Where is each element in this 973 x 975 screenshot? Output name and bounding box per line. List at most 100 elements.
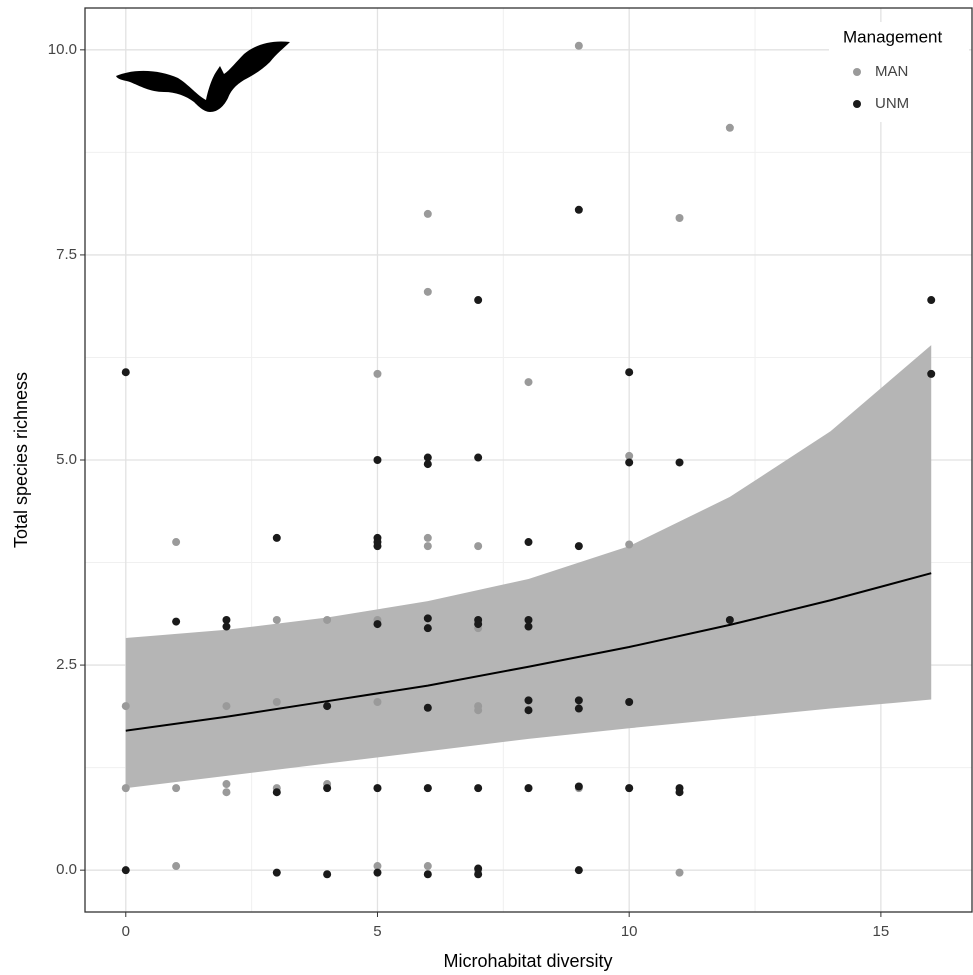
legend-label: UNM: [875, 95, 909, 112]
point: [222, 615, 231, 624]
point: [474, 784, 483, 793]
plot-border: [84, 7, 973, 913]
point: [172, 617, 181, 626]
point: [423, 542, 432, 551]
point: [574, 542, 583, 551]
point: [373, 456, 382, 464]
point: [373, 868, 382, 877]
point: [323, 784, 332, 793]
y-axis-title: Total species richness: [11, 372, 31, 548]
point: [423, 460, 432, 469]
point: [474, 864, 483, 873]
point: [222, 622, 231, 631]
point: [121, 702, 130, 711]
point: [373, 697, 382, 706]
legend-box: [829, 22, 969, 122]
point: [474, 296, 483, 305]
x-tick-label: 0: [122, 923, 130, 940]
legend-label: MAN: [875, 63, 908, 80]
legend-marker: [853, 68, 861, 76]
point: [625, 458, 634, 467]
point: [272, 868, 281, 877]
y-tick-label: 0.0: [56, 861, 77, 878]
y-tick-label: 5.0: [56, 451, 77, 468]
point: [373, 538, 382, 547]
point: [172, 862, 181, 871]
point: [524, 784, 533, 793]
point: [423, 287, 432, 296]
point: [524, 538, 533, 547]
point: [675, 868, 684, 877]
point: [524, 696, 533, 705]
point: [474, 453, 483, 462]
point: [423, 870, 432, 879]
point: [423, 784, 432, 793]
point: [725, 615, 734, 624]
point: [373, 369, 382, 378]
point: [222, 788, 231, 797]
point: [927, 369, 936, 378]
point: [574, 205, 583, 214]
x-axis-title: Microhabitat diversity: [443, 951, 612, 971]
point: [323, 702, 332, 711]
x-tick-label: 15: [873, 923, 890, 940]
point: [323, 615, 332, 624]
point: [625, 784, 634, 793]
point: [373, 862, 382, 871]
x-tick-label: 10: [621, 923, 638, 940]
point: [524, 378, 533, 387]
point: [474, 620, 483, 629]
point: [524, 706, 533, 715]
point: [574, 41, 583, 50]
x-tick-label: 5: [373, 923, 381, 940]
point: [574, 782, 583, 791]
point: [272, 788, 281, 797]
point: [574, 696, 583, 705]
point: [121, 368, 130, 377]
point: [474, 542, 483, 551]
point: [423, 533, 432, 542]
point: [574, 704, 583, 713]
point: [474, 706, 483, 715]
point: [121, 866, 130, 875]
point: [725, 123, 734, 132]
point: [272, 533, 281, 542]
point: [474, 870, 483, 879]
point: [675, 788, 684, 797]
point: [423, 209, 432, 218]
legend-marker: [853, 100, 861, 108]
point: [272, 697, 281, 706]
point: [625, 451, 634, 460]
point: [373, 784, 382, 793]
point: [423, 624, 432, 633]
point: [222, 780, 231, 789]
point: [625, 540, 634, 549]
y-tick-label: 10.0: [48, 41, 77, 58]
legend-title: Management: [843, 27, 943, 46]
point: [524, 615, 533, 624]
point: [373, 620, 382, 629]
point: [121, 784, 130, 793]
point: [927, 296, 936, 305]
point: [172, 538, 181, 547]
point: [323, 870, 332, 879]
point: [675, 458, 684, 467]
point: [222, 702, 231, 711]
point: [423, 614, 432, 623]
confidence-band: [125, 345, 932, 789]
y-tick-label: 2.5: [56, 656, 77, 673]
point: [423, 703, 432, 712]
point: [625, 368, 634, 377]
point: [625, 697, 634, 706]
y-tick-label: 7.5: [56, 246, 77, 263]
bat-silhouette: [116, 41, 290, 112]
point: [172, 784, 181, 793]
point: [423, 862, 432, 871]
point: [423, 453, 432, 462]
point: [524, 622, 533, 631]
point: [675, 214, 684, 223]
point: [574, 866, 583, 875]
point: [272, 615, 281, 624]
